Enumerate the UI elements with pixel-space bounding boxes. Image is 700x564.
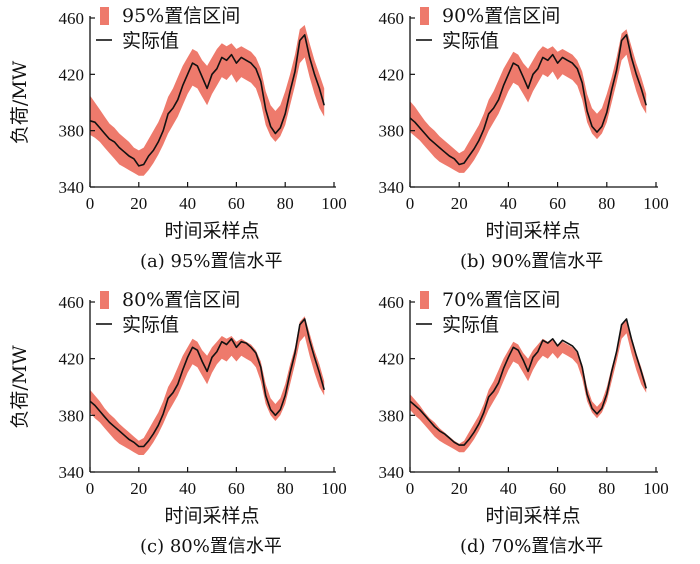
legend-label-line: 实际值 — [122, 314, 179, 336]
confidence-band — [410, 319, 646, 452]
panel-caption: (d) 70%置信水平 — [460, 536, 603, 557]
x-tick-label: 20 — [451, 479, 468, 498]
y-tick-label: 340 — [59, 463, 85, 482]
y-tick-label: 380 — [59, 406, 85, 425]
legend-swatch-band — [100, 291, 109, 309]
x-axis-label: 时间采样点 — [164, 505, 259, 527]
x-tick-label: 60 — [228, 479, 245, 498]
x-tick-label: 80 — [598, 194, 615, 213]
x-tick-label: 80 — [277, 479, 294, 498]
legend-swatch-band — [420, 7, 429, 25]
y-tick-label: 420 — [379, 350, 405, 369]
x-tick-label: 100 — [321, 479, 347, 498]
panel-caption: (a) 95%置信水平 — [140, 251, 283, 272]
panel-caption: (c) 80%置信水平 — [140, 536, 282, 557]
confidence-band — [90, 316, 324, 455]
legend-swatch-band — [100, 7, 109, 25]
y-tick-label: 420 — [379, 65, 405, 84]
legend-label-band: 95%置信区间 — [122, 5, 240, 27]
x-tick-label: 0 — [406, 479, 415, 498]
x-axis-label: 时间采样点 — [164, 220, 259, 242]
x-tick-label: 20 — [451, 194, 468, 213]
chart-panel-0: 0 20 40 60 80 100 340 380 420 460 时间采样点 负荷/MW 95%置信区… — [9, 5, 347, 272]
y-tick-label: 420 — [59, 350, 85, 369]
y-axis-label: 负荷/MW — [9, 60, 31, 144]
x-tick-label: 0 — [86, 479, 95, 498]
x-tick-label: 80 — [598, 479, 615, 498]
panel-caption: (b) 90%置信水平 — [460, 251, 603, 272]
x-tick-label: 40 — [500, 479, 517, 498]
legend-label-band: 90%置信区间 — [442, 5, 560, 27]
legend-label-band: 70%置信区间 — [442, 289, 560, 311]
y-tick-label: 340 — [379, 178, 405, 197]
y-tick-label: 380 — [59, 122, 85, 141]
x-tick-label: 40 — [500, 194, 517, 213]
x-tick-label: 60 — [549, 194, 566, 213]
chart-panel-2: 0 20 40 60 80 100 340 380 420 460 时间采样点 负荷/MW 80%置信区… — [9, 289, 347, 557]
x-tick-label: 100 — [321, 194, 347, 213]
x-tick-label: 80 — [277, 194, 294, 213]
legend-label-band: 80%置信区间 — [122, 289, 240, 311]
legend-label-line: 实际值 — [442, 314, 499, 336]
y-tick-label: 340 — [379, 463, 405, 482]
y-tick-label: 420 — [59, 65, 85, 84]
x-tick-label: 40 — [179, 194, 196, 213]
y-tick-label: 340 — [59, 178, 85, 197]
x-tick-label: 100 — [643, 479, 669, 498]
x-axis-label: 时间采样点 — [485, 220, 580, 242]
y-tick-label: 380 — [379, 406, 405, 425]
legend-swatch-band — [420, 291, 429, 309]
y-tick-label: 460 — [59, 293, 85, 312]
x-tick-label: 0 — [406, 194, 415, 213]
x-tick-label: 60 — [228, 194, 245, 213]
x-tick-label: 40 — [179, 479, 196, 498]
x-tick-label: 0 — [86, 194, 95, 213]
x-tick-label: 100 — [643, 194, 669, 213]
legend-label-line: 实际值 — [442, 30, 499, 52]
x-tick-label: 20 — [130, 194, 147, 213]
legend-label-line: 实际值 — [122, 30, 179, 52]
y-tick-label: 380 — [379, 122, 405, 141]
x-tick-label: 20 — [130, 479, 147, 498]
y-axis-label: 负荷/MW — [9, 345, 31, 429]
y-tick-label: 460 — [59, 9, 85, 28]
y-tick-label: 460 — [379, 9, 405, 28]
x-axis-label: 时间采样点 — [485, 505, 580, 527]
y-tick-label: 460 — [379, 293, 405, 312]
x-tick-label: 60 — [549, 479, 566, 498]
